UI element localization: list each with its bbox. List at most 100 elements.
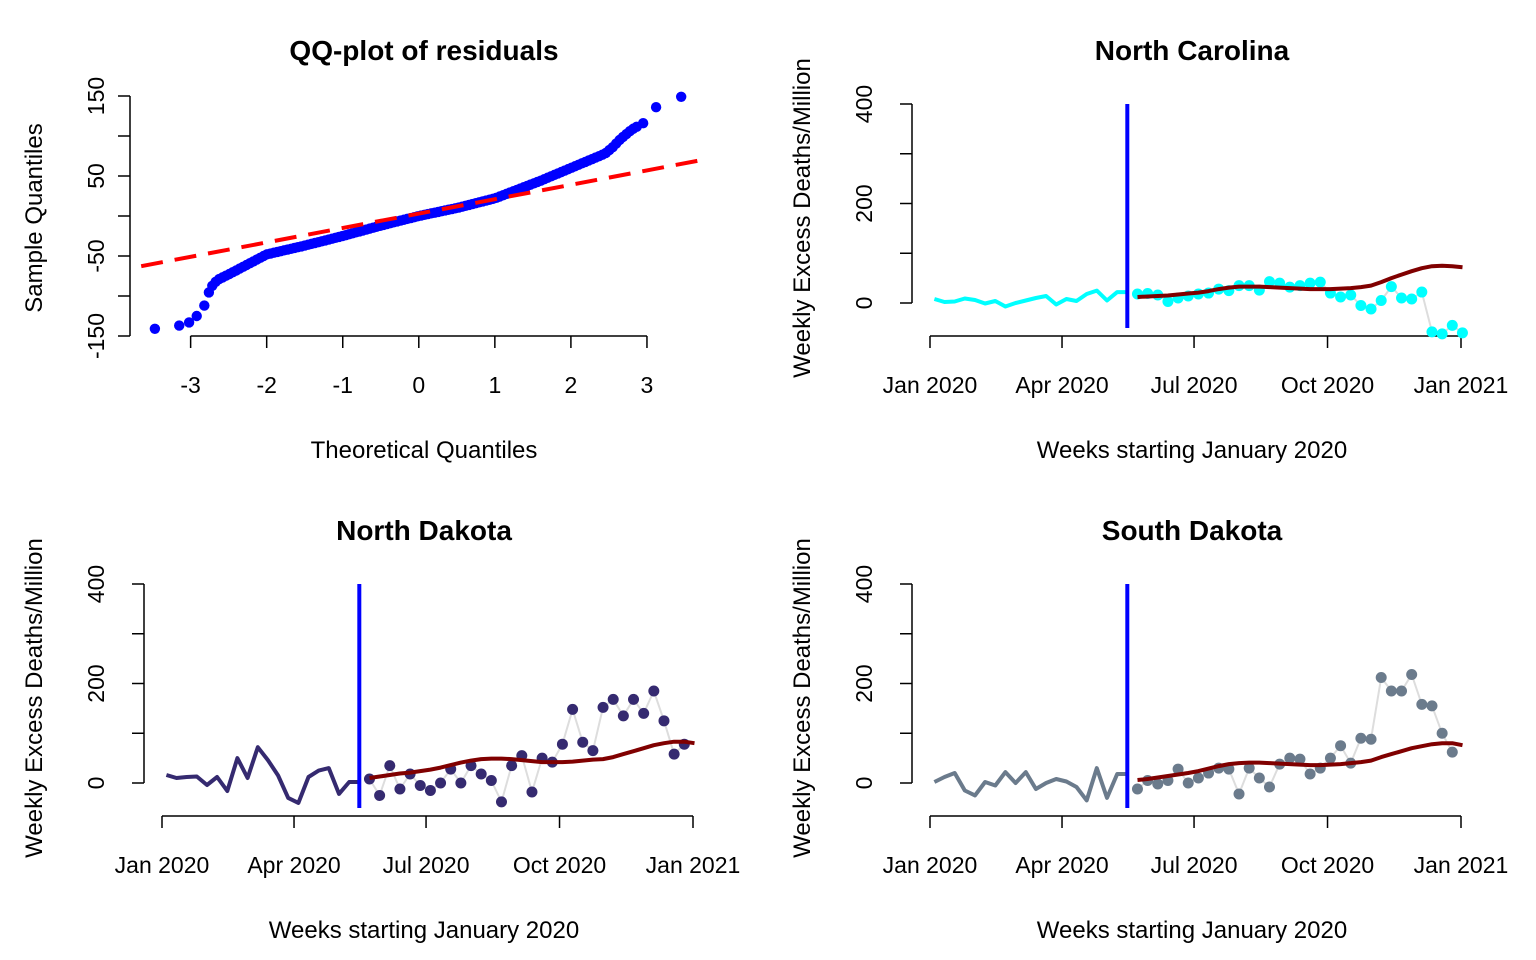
north-carolina-post-point [1385, 281, 1397, 293]
south-dakota-post-point [1182, 777, 1194, 789]
qq-plot-title: QQ-plot of residuals [289, 35, 558, 66]
north-carolina-x-tick-label: Oct 2020 [1281, 372, 1374, 398]
north-dakota-post-point [577, 736, 589, 748]
north-carolina-observed-line [933, 288, 1128, 309]
south-dakota-post-point [1233, 788, 1245, 800]
qq-point [174, 320, 185, 331]
qq-axis-ticks: -3 -2 -1 0 1 2 3 -150 -50 50 150 [83, 77, 653, 398]
north-dakota-post-point [628, 693, 640, 705]
north-dakota-post-point [526, 786, 538, 798]
south-dakota-y-tick-label: 200 [851, 664, 877, 702]
north-carolina-x-tick-label: Apr 2020 [1015, 372, 1108, 398]
qq-point [631, 121, 642, 133]
qq-x-tick-label: -3 [180, 372, 200, 398]
south-dakota-post-point [1436, 727, 1448, 739]
north-dakota-x-tick-label: Oct 2020 [513, 852, 606, 878]
north-dakota-post-point [597, 701, 609, 713]
north-dakota-post-point [414, 779, 426, 791]
north-dakota-x-axis-label: Weeks starting January 2020 [269, 917, 579, 944]
north-carolina-post-point [1355, 299, 1367, 311]
north-carolina-marks [933, 104, 1468, 340]
north-carolina-y-tick-label: 400 [851, 85, 877, 123]
south-dakota-post-point [1396, 685, 1408, 697]
north-dakota-axis-ticks: Jan 2020 Apr 2020 Jul 2020 Oct 2020 Jan 2021… [83, 565, 740, 878]
north-dakota-post-point [658, 715, 670, 727]
south-dakota-post-point [1335, 740, 1347, 752]
qq-x-tick-label: 0 [412, 372, 425, 398]
south-dakota-post-point [1304, 768, 1316, 780]
qq-x-tick-label: 1 [488, 372, 501, 398]
qq-reference-line [140, 156, 709, 269]
south-dakota-post-point [1355, 732, 1367, 744]
qq-point [149, 323, 161, 334]
north-carolina-trend-line [1137, 263, 1463, 299]
north-dakota-post-point [587, 745, 599, 757]
north-carolina-title: North Carolina [1095, 35, 1290, 66]
south-dakota-x-axis-label: Weeks starting January 2020 [1037, 917, 1347, 944]
north-dakota-post-point [506, 760, 518, 772]
north-dakota-observed-line [165, 745, 360, 805]
north-dakota-x-tick-label: Jul 2020 [383, 852, 470, 878]
qq-x-tick-label: 2 [565, 372, 578, 398]
south-dakota-axis-ticks: Jan 2020 Apr 2020 Jul 2020 Oct 2020 Jan 2021… [851, 565, 1508, 878]
north-dakota-post-point [495, 796, 507, 808]
north-dakota-post-point [394, 783, 406, 795]
north-carolina-post-point [1345, 289, 1357, 301]
north-carolina-y-axis-label: Weekly Excess Deaths/Million [789, 58, 816, 378]
south-dakota-post-point [1446, 746, 1458, 758]
south-dakota-y-tick-label: 0 [851, 777, 877, 790]
north-carolina-post-point [1162, 296, 1174, 308]
south-dakota-post-point [1416, 698, 1428, 710]
qq-point [183, 317, 195, 328]
south-dakota-x-tick-label: Jul 2020 [1151, 852, 1238, 878]
north-carolina-post-point [1446, 319, 1458, 331]
north-carolina-x-tick-label: Jan 2020 [883, 372, 978, 398]
south-dakota-post-point [1406, 669, 1418, 681]
north-carolina-post-point [1396, 292, 1408, 304]
qq-y-tick-label: 150 [83, 77, 109, 115]
north-dakota-post-point [668, 748, 680, 760]
north-dakota-trend-line [369, 739, 695, 780]
north-carolina-x-axis-label: Weeks starting January 2020 [1037, 437, 1347, 464]
south-dakota-title: South Dakota [1102, 515, 1283, 546]
qq-y-axis-label: Sample Quantiles [21, 123, 48, 312]
north-dakota-y-tick-label: 0 [83, 777, 109, 790]
north-carolina-x-tick-label: Jul 2020 [1151, 372, 1238, 398]
south-dakota-x-tick-label: Apr 2020 [1015, 852, 1108, 878]
north-dakota-post-point [617, 710, 629, 722]
north-dakota-title: North Dakota [336, 515, 512, 546]
north-dakota-post-point [485, 775, 497, 787]
north-dakota-post-point [607, 693, 619, 705]
north-dakota-post-point [455, 777, 467, 789]
south-dakota-post-point [1243, 762, 1255, 774]
north-carolina-post-point [1263, 276, 1275, 288]
north-carolina-post-point [1456, 327, 1468, 339]
north-carolina-post-point [1365, 303, 1377, 315]
north-dakota-post-point [424, 784, 436, 796]
south-dakota-post-point [1172, 763, 1184, 775]
north-dakota-post-point [638, 707, 650, 719]
north-dakota-post-point [384, 760, 396, 772]
south-dakota-x-tick-label: Jan 2020 [883, 852, 978, 878]
north-dakota-x-tick-label: Jan 2020 [115, 852, 210, 878]
north-dakota-post-point [567, 703, 579, 715]
south-dakota-panel: South Dakota Weeks starting January 2020… [789, 515, 1508, 944]
south-dakota-post-point [1294, 753, 1306, 765]
north-carolina-post-point [1406, 293, 1418, 305]
south-dakota-post-point [1253, 772, 1265, 784]
south-dakota-post-point [1131, 783, 1143, 795]
north-carolina-panel: North Carolina Weeks starting January 20… [789, 35, 1508, 464]
north-carolina-post-point [1375, 295, 1387, 307]
south-dakota-post-point [1426, 700, 1438, 712]
qq-y-tick-label: -50 [83, 239, 109, 272]
south-dakota-post-point [1385, 685, 1397, 697]
north-carolina-y-tick-label: 0 [851, 297, 877, 310]
qq-x-axis-label: Theoretical Quantiles [311, 437, 538, 464]
north-dakota-marks [165, 584, 695, 808]
south-dakota-y-axis-label: Weekly Excess Deaths/Million [789, 538, 816, 858]
north-carolina-post-point [1314, 276, 1326, 288]
south-dakota-post-point [1365, 733, 1377, 745]
qq-x-tick-label: -1 [333, 372, 353, 398]
south-dakota-post-point [1152, 778, 1164, 790]
